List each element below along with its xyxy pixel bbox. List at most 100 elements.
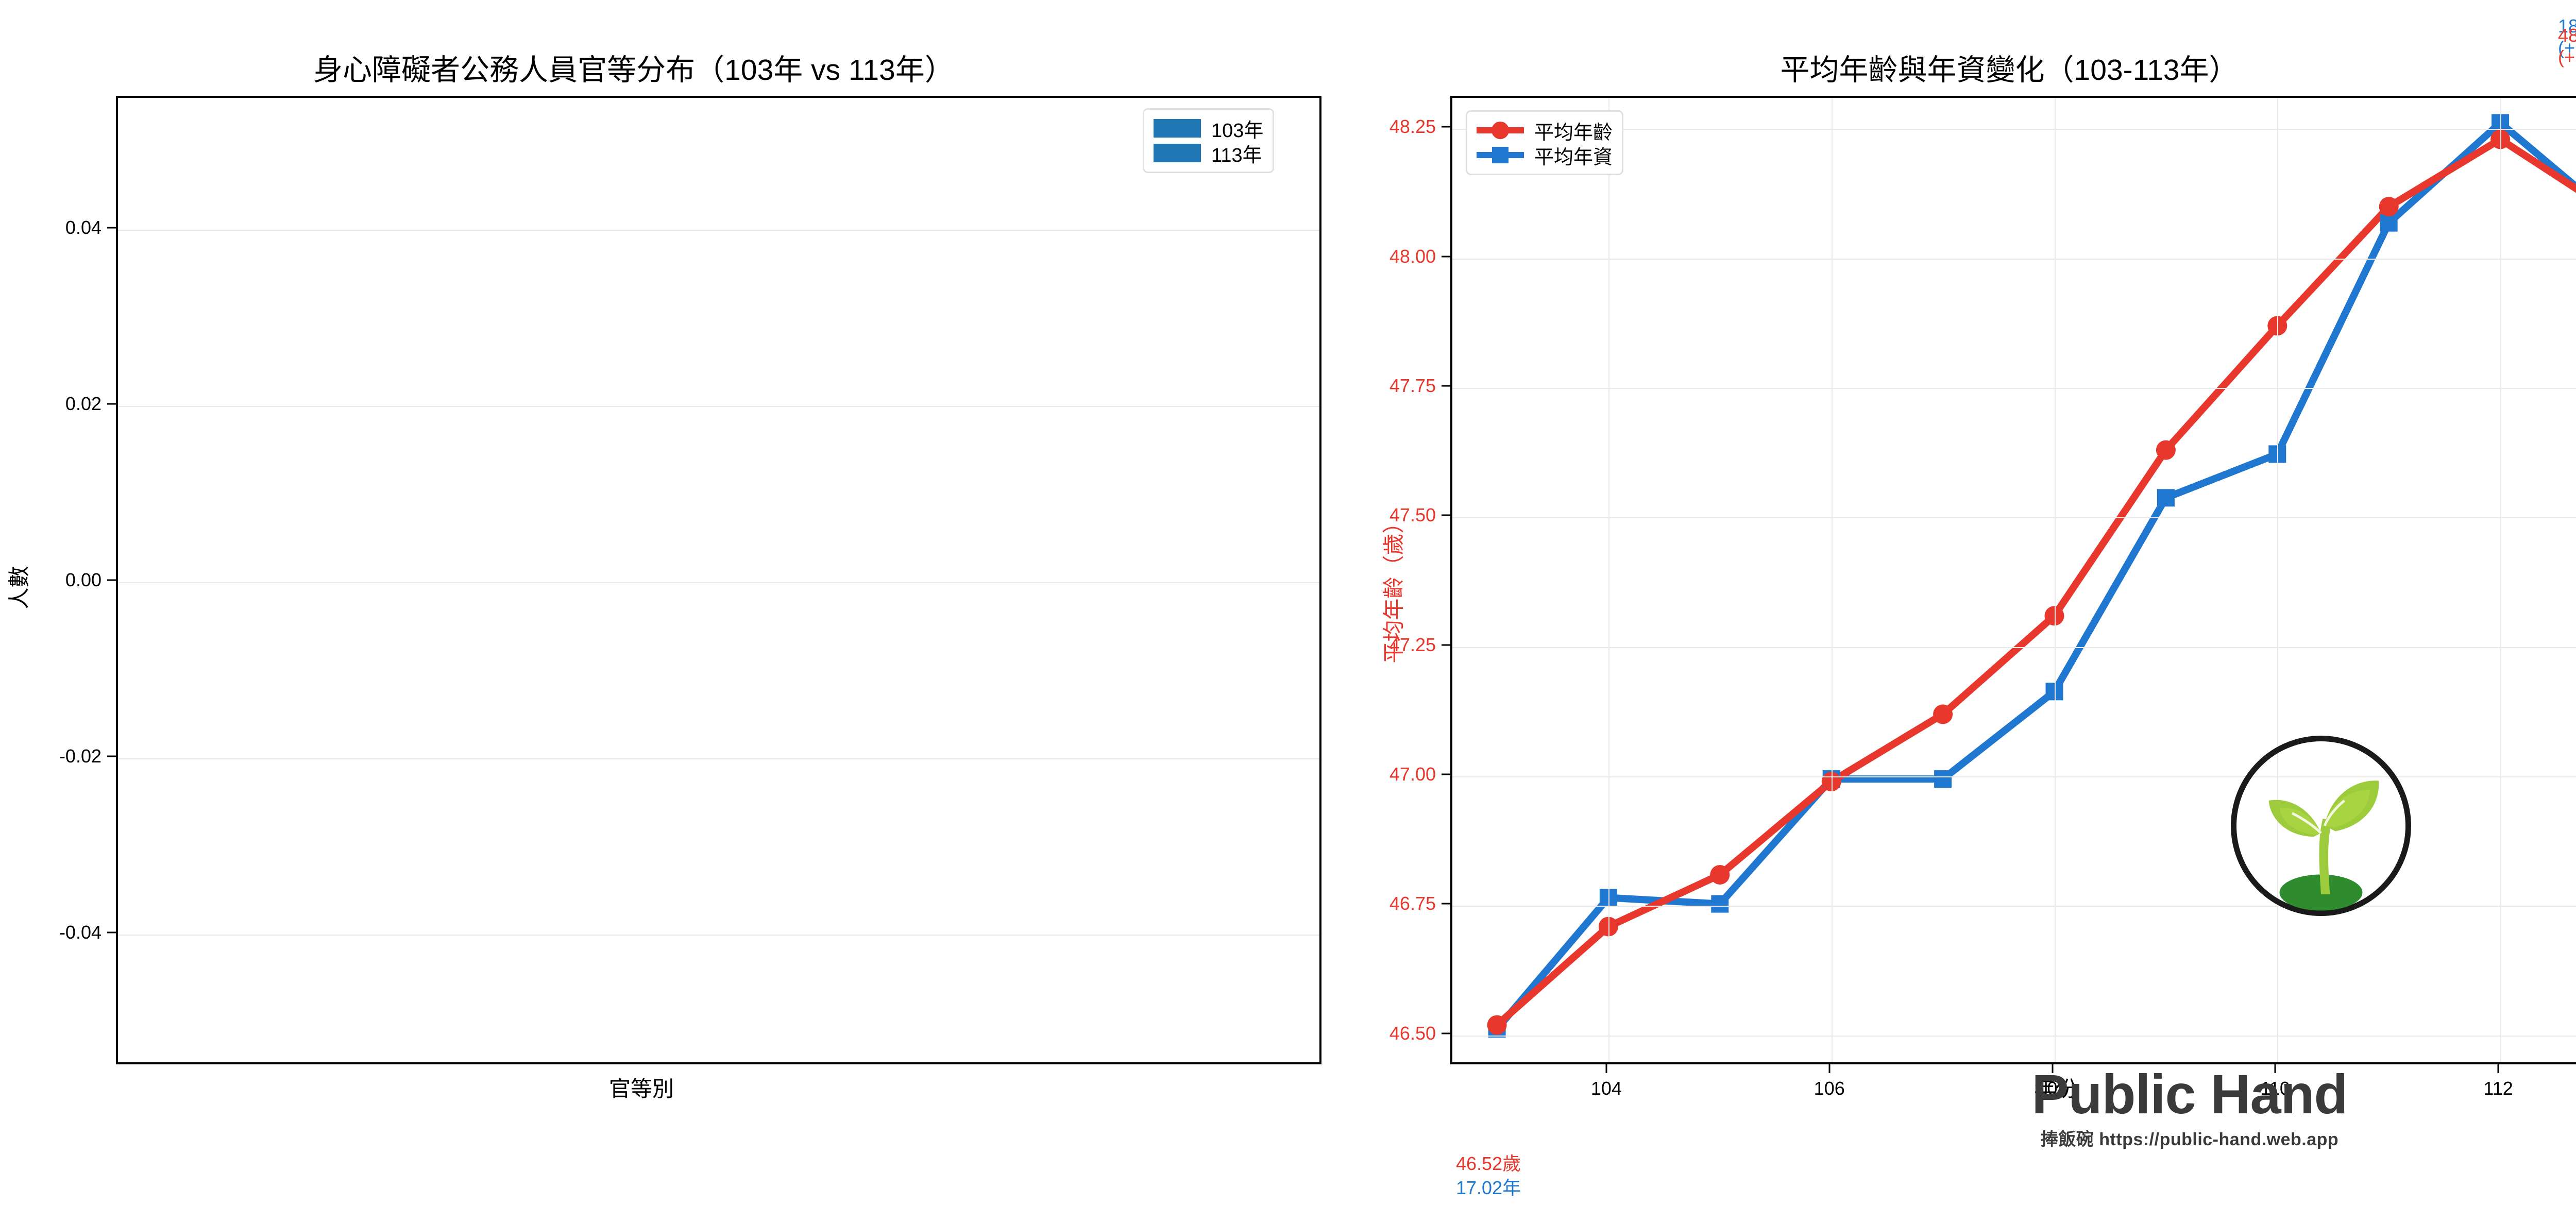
legend-swatch-113 <box>1154 144 1201 162</box>
right-plot-inner <box>1452 98 2576 1062</box>
sprout-icon-glyph <box>2268 780 2379 911</box>
y-tick-label: 47.00 <box>1389 763 1436 785</box>
y-tick-mark <box>1442 644 1450 646</box>
y-tick-mark <box>1442 385 1450 387</box>
y-tick-label: -0.04 <box>59 921 101 943</box>
y-tick-label: 0.04 <box>65 217 101 239</box>
right-plot-area <box>1450 96 2576 1064</box>
y-tick-label: 0.02 <box>65 393 101 415</box>
data-point-marker <box>1599 889 1617 907</box>
sprout-icon-ring <box>2231 736 2411 916</box>
legend-item-avg-tenure[interactable]: 平均年資 <box>1477 143 1613 168</box>
x-tick-mark <box>2274 1064 2276 1073</box>
left-chart-title: 身心障礙者公務人員官等分布（103年 vs 113年） <box>313 54 954 87</box>
data-point-marker <box>1711 895 1729 913</box>
left-plot-area <box>116 96 1321 1064</box>
y-tick-mark <box>107 755 116 757</box>
y-tick-mark <box>107 579 116 581</box>
x-tick-mark <box>1605 1064 1607 1073</box>
data-point-marker <box>2380 214 2398 232</box>
y-tick-mark <box>1442 256 1450 258</box>
x-tick-mark <box>2052 1064 2053 1073</box>
gridline <box>1831 98 1833 1062</box>
data-point-marker <box>1710 865 1730 885</box>
y-tick-label: -0.02 <box>59 745 101 767</box>
y-tick-label: 47.75 <box>1389 375 1436 396</box>
public-hand-wordmark-subtitle: 捧飯碗 https://public-hand.web.app <box>2040 1130 2339 1149</box>
gridline <box>1452 129 2576 130</box>
right-chart-panel: 平均年齡與年資變化（103-113年） 46.50 46.75 47.00 47.25… <box>1350 0 2576 1222</box>
annotation-start-tenure: 17.02年 <box>1456 1177 1521 1198</box>
y-tick-label: 48.00 <box>1389 245 1436 267</box>
y-tick-mark <box>1442 903 1450 905</box>
legend-swatch-103 <box>1154 119 1201 138</box>
y-tick-label: 47.25 <box>1389 634 1436 655</box>
data-point-marker <box>1934 770 1952 788</box>
right-x-axis-label: 年份 <box>2033 1077 2077 1101</box>
x-tick-label: 108 <box>2037 1078 2068 1099</box>
data-point-marker <box>1933 704 1953 724</box>
y-tick-label: 0.00 <box>65 569 101 590</box>
public-hand-wordmark-title: Public Hand <box>2031 1063 2348 1125</box>
gridline <box>118 758 1319 759</box>
gridline <box>1608 98 1609 1062</box>
gridline <box>1452 1035 2576 1037</box>
gridline <box>118 582 1319 583</box>
gridline <box>1452 776 2576 777</box>
y-tick-label: 47.50 <box>1389 504 1436 526</box>
legend-item-avg-age[interactable]: 平均年齡 <box>1477 118 1613 144</box>
right-chart-svg <box>1487 114 2576 1038</box>
series-line <box>1493 135 2576 1029</box>
gridline <box>118 406 1319 408</box>
y-tick-mark <box>107 227 116 229</box>
annotation-end-tenure-delta: (+1.30) <box>2558 37 2576 59</box>
gridline <box>1452 647 2576 648</box>
gridline <box>1452 517 2576 519</box>
annotation-start-age: 46.52歲 <box>1456 1153 1521 1174</box>
right-chart-legend[interactable]: 平均年齡 平均年資 <box>1466 110 1624 175</box>
legend-label-113: 113年 <box>1211 144 1262 166</box>
y-tick-label: 46.50 <box>1389 1022 1436 1044</box>
y-tick-mark <box>107 931 116 934</box>
gridline <box>118 230 1319 231</box>
annotation-end-age: 48.09歲 (+1.57) <box>2558 25 2576 69</box>
legend-item-113[interactable]: 113年 <box>1154 141 1263 166</box>
y-tick-label: 46.75 <box>1389 893 1436 914</box>
legend-item-103[interactable]: 103年 <box>1154 116 1264 142</box>
gridline <box>2054 98 2056 1062</box>
right-y-axis-left-label: 平均年齡（歲） <box>1381 512 1406 664</box>
right-chart-title: 平均年齡與年資變化（103-113年） <box>1780 54 2239 87</box>
left-chart-panel: 身心障礙者公務人員官等分布（103年 vs 113年） -0.04 -0.02 0.… <box>7 54 1321 1101</box>
x-tick-label: 110 <box>2260 1078 2290 1099</box>
x-tick-label: 112 <box>2483 1078 2513 1099</box>
data-point-marker <box>2157 489 2175 507</box>
annotation-end-age-delta: (+1.57) <box>2558 46 2576 68</box>
data-point-marker <box>2156 440 2176 460</box>
left-chart-legend[interactable]: 103年 113年 <box>1143 108 1275 173</box>
annotation-end-tenure: 18.32年 (+1.30) <box>2558 15 2576 59</box>
left-plot-inner <box>118 98 1319 1062</box>
legend-label-avg-tenure: 平均年資 <box>1534 146 1613 168</box>
sprout-icon <box>2231 736 2411 916</box>
gridline <box>2500 98 2502 1062</box>
annotation-end-age-value: 48.09歲 <box>2558 25 2576 46</box>
legend-label-103: 103年 <box>1211 120 1264 142</box>
y-tick-label: 48.25 <box>1389 116 1436 138</box>
legend-marker-avg-tenure <box>1477 146 1524 164</box>
data-point-marker <box>2379 197 2399 217</box>
gridline <box>1452 906 2576 907</box>
left-x-axis-label: 官等別 <box>608 1077 674 1101</box>
gridline <box>2277 98 2279 1062</box>
gridline <box>118 934 1319 936</box>
y-tick-mark <box>1442 773 1450 775</box>
legend-label-avg-age: 平均年齡 <box>1534 122 1613 144</box>
y-tick-mark <box>1442 1032 1450 1034</box>
x-tick-mark <box>1828 1064 1831 1073</box>
data-point-marker <box>1598 916 1618 937</box>
y-tick-mark <box>107 403 116 405</box>
y-tick-mark <box>1442 514 1450 516</box>
left-y-axis-label: 人數 <box>7 566 31 609</box>
x-tick-mark <box>2497 1064 2499 1073</box>
data-point-marker <box>1487 1015 1507 1035</box>
